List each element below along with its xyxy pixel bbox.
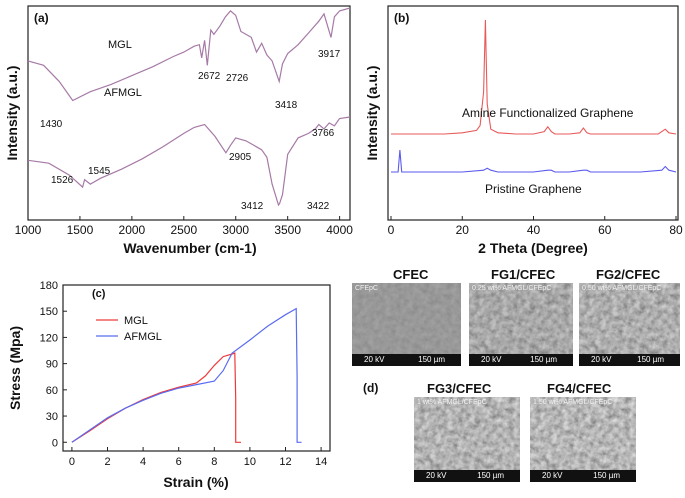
sem-scale-fg4: 150 µm: [593, 471, 620, 480]
ftir-peak-label: 2726: [226, 73, 249, 84]
ftir-xlabel: Wavenumber (cm-1): [123, 240, 256, 256]
ftir-series-mgl: [27, 7, 351, 102]
ftir-series-label: AFMGL: [104, 87, 142, 99]
sem-title-fg3: FG3/CFEC: [427, 381, 492, 396]
xrd-xtick-label: 60: [598, 223, 612, 237]
ftir-xtick-label: 4000: [326, 223, 353, 237]
sem-note-fg1: 0.25 wt% AFMGL/CFEpC: [472, 285, 552, 292]
sem-note-fg4: 1.50 wt% AFMGL/CFEpC: [533, 399, 613, 406]
xrd-xtick-label: 80: [669, 223, 683, 237]
sem-kv-fg4: 20 kV: [542, 471, 563, 480]
stress-strain-legend: MGL AFMGL: [96, 315, 162, 343]
sem-title-fg1: FG1/CFEC: [491, 267, 556, 282]
stress-strain-ytick-label: 150: [40, 306, 58, 318]
xrd-xlabel: 2 Theta (Degree): [478, 240, 588, 256]
sem-image-fg4: 1.50 wt% AFMGL/CFEpC 20 kV 150 µm: [530, 397, 636, 482]
xrd-ylabel: Intensity (a.u.): [364, 66, 380, 161]
ftir-peak-label: 2905: [229, 152, 252, 163]
stress-strain-ytick-label: 0: [52, 437, 58, 449]
stress-strain-series-afmgl: [71, 307, 302, 443]
sem-scale-fg2: 150 µm: [637, 355, 664, 364]
xrd-series-amine: [391, 19, 677, 135]
ftir-peak-label: 3917: [318, 49, 341, 60]
sem-image-cfec: CFEpC 20 kV 150 µm: [352, 283, 461, 366]
legend-label-afmgl: AFMGL: [124, 331, 162, 343]
ftir-xtick-label: 3500: [274, 223, 301, 237]
sem-title-fg2: FG2/CFEC: [596, 267, 661, 282]
stress-strain-xtick-label: 10: [244, 456, 256, 468]
stress-strain-xtick-label: 0: [69, 456, 75, 468]
sem-note-fg2: 0.50 wt% AFMGL/CFEpC: [582, 285, 662, 292]
stress-strain-xlabel: Strain (%): [163, 474, 228, 490]
ftir-series-label: MGL: [108, 39, 132, 51]
stress-strain-ytick-label: 60: [46, 385, 58, 397]
sem-kv-fg3: 20 kV: [426, 471, 447, 480]
xrd-panel-label: (b): [394, 11, 409, 25]
stress-strain-xtick-label: 12: [279, 456, 291, 468]
sem-kv-cfec: 20 kV: [364, 355, 385, 364]
stress-strain-xtick-label: 2: [104, 456, 110, 468]
xrd-xtick-label: 0: [388, 223, 395, 237]
ftir-ylabel: Intensity (a.u.): [4, 66, 20, 161]
sem-image-fg3: 1 wt% AFMGL/CFEpC 20 kV 150 µm: [414, 397, 520, 482]
ftir-peak-label: 3766: [312, 128, 335, 139]
xrd-series-label-amine: Amine Functionalized Graphene: [462, 106, 634, 120]
stress-strain-series-mgl: [71, 352, 241, 443]
sem-title-fg4: FG4/CFEC: [547, 381, 612, 396]
sem-note-fg3: 1 wt% AFMGL/CFEpC: [417, 399, 487, 406]
legend-label-mgl: MGL: [124, 315, 148, 327]
stress-strain-panel-label: (c): [92, 288, 106, 300]
stress-strain-ytick-label: 180: [40, 280, 58, 292]
stress-strain-ylabel: Stress (Mpa): [7, 326, 23, 410]
sem-scale-fg1: 150 µm: [530, 355, 557, 364]
ftir-xtick-label: 1500: [67, 223, 94, 237]
xrd-xtick-label: 40: [527, 223, 541, 237]
stress-strain-xtick-label: 8: [211, 456, 217, 468]
ftir-peak-label: 1526: [51, 175, 74, 186]
stress-strain-xtick-label: 4: [140, 456, 146, 468]
sem-image-fg2: 0.50 wt% AFMGL/CFEpC 20 kV 150 µm: [579, 283, 680, 366]
ftir-peak-label: 3418: [275, 100, 298, 111]
sem-note-cfec: CFEpC: [355, 285, 378, 292]
sem-scale-cfec: 150 µm: [418, 355, 445, 364]
ftir-peak-label: 3422: [307, 201, 330, 212]
ftir-plot-frame: [27, 5, 351, 221]
xrd-series-label-pristine: Pristine Graphene: [485, 182, 582, 196]
ftir-panel-label: (a): [34, 11, 49, 25]
xrd-plot-frame: [387, 5, 679, 221]
sem-image-fg1: 0.25 wt% AFMGL/CFEpC 20 kV 150 µm: [469, 283, 573, 366]
ftir-peak-label: 3412: [241, 201, 264, 212]
sem-panel-label: (d): [363, 381, 379, 395]
sem-title-cfec: CFEC: [393, 267, 429, 282]
ftir-xtick-label: 3000: [222, 223, 249, 237]
stress-strain-plot-frame: [62, 284, 331, 452]
ftir-series-afmgl: [27, 116, 351, 207]
stress-strain-xtick-label: 6: [176, 456, 182, 468]
sem-scale-fg3: 150 µm: [477, 471, 504, 480]
ftir-peak-label: 2672: [198, 71, 221, 82]
ftir-xtick-label: 2500: [170, 223, 197, 237]
ftir-peak-label: 1430: [40, 119, 63, 130]
stress-strain-ytick-label: 30: [46, 411, 58, 423]
sem-kv-fg1: 20 kV: [481, 355, 502, 364]
sem-kv-fg2: 20 kV: [591, 355, 612, 364]
ftir-xtick-label: 2000: [119, 223, 146, 237]
stress-strain-ytick-label: 120: [40, 332, 58, 344]
ftir-peak-label: 1545: [88, 166, 111, 177]
xrd-series-pristine: [391, 149, 677, 173]
stress-strain-ytick-label: 90: [46, 359, 58, 371]
xrd-xtick-label: 20: [456, 223, 470, 237]
ftir-xtick-label: 1000: [15, 223, 42, 237]
stress-strain-xtick-label: 14: [315, 456, 327, 468]
